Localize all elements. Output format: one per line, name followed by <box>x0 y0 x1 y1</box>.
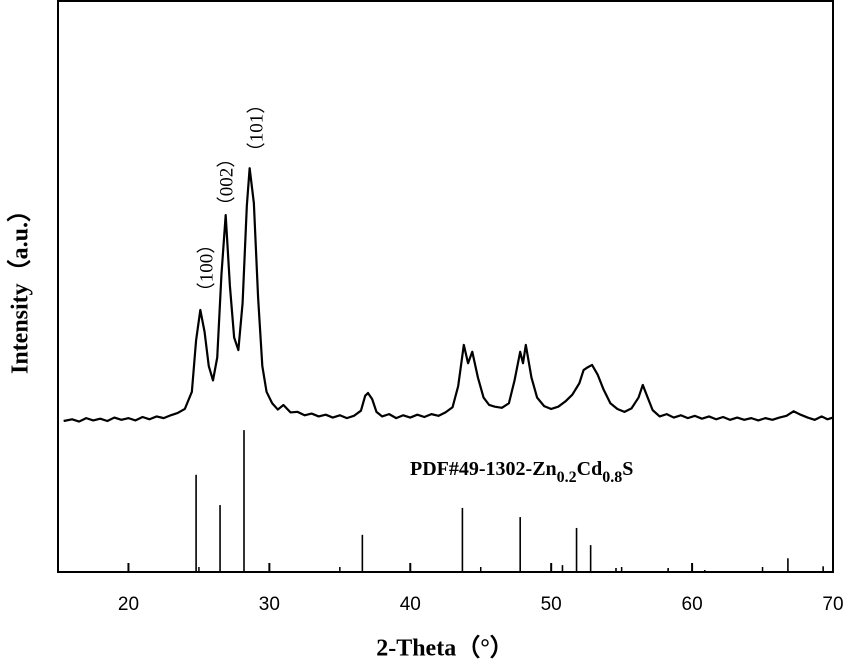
peak-annotation: （002） <box>215 149 237 216</box>
plot-frame <box>58 1 833 572</box>
ref-part: S <box>622 458 633 480</box>
ref-sub: 0.8 <box>602 469 622 486</box>
peak-annotation: （100） <box>195 235 217 302</box>
ref-part: PDF#49-1302-Zn <box>410 458 557 480</box>
x-axis-title: 2-Theta（°） <box>376 635 514 662</box>
xrd-pattern <box>64 168 833 421</box>
peak-annotation: （101） <box>245 95 267 162</box>
ref-sub: 0.2 <box>557 469 577 486</box>
y-axis-title: Intensity（a.u.） <box>7 198 34 374</box>
chart: 2-Theta（°） Intensity（a.u.） PDF#49-1302-Z… <box>0 0 851 667</box>
x-tick-label: 60 <box>682 594 703 615</box>
x-tick-label: 30 <box>259 594 280 615</box>
x-tick-label: 40 <box>400 594 421 615</box>
x-tick-label: 50 <box>541 594 562 615</box>
x-tick-label: 70 <box>822 594 843 615</box>
reference-label: PDF#49-1302-Zn0.2Cd0.8S <box>410 458 633 486</box>
x-tick-label: 20 <box>118 594 139 615</box>
ref-part: Cd <box>577 458 603 480</box>
